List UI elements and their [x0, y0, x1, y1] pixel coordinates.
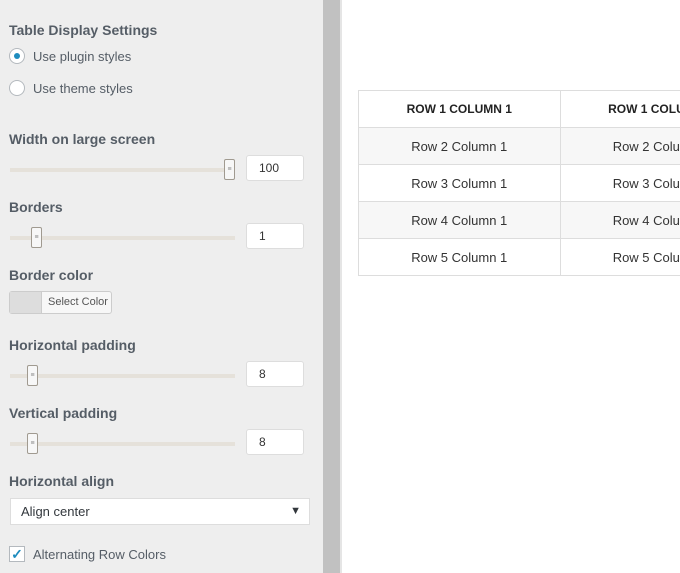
checkbox-label: Alternating Row Colors: [33, 546, 166, 562]
slider-handle[interactable]: ≡: [224, 159, 235, 180]
radio-label: Use plugin styles: [33, 48, 132, 64]
table-cell: Row 5 Column 2: [559, 238, 680, 276]
h-padding-slider[interactable]: ≡: [10, 365, 235, 386]
table-cell: ROW 1 COLUMN 2: [559, 90, 680, 128]
radio-label: Use theme styles: [33, 80, 133, 96]
h-padding-input[interactable]: 8: [246, 361, 304, 387]
borders-slider[interactable]: ≡: [10, 227, 235, 248]
borders-label: Borders: [9, 199, 63, 215]
divider: [340, 0, 342, 573]
width-slider[interactable]: ≡: [10, 159, 235, 180]
scrollbar[interactable]: [323, 0, 340, 573]
table-cell: Row 3 Column 2: [559, 164, 680, 202]
v-padding-label: Vertical padding: [9, 405, 118, 421]
width-label: Width on large screen: [9, 131, 156, 147]
table-cell: Row 4 Column 1: [358, 201, 561, 239]
slider-handle[interactable]: ≡: [27, 365, 38, 386]
select-color-button[interactable]: Select Color: [9, 291, 112, 314]
chevron-down-icon: ▼: [290, 505, 301, 517]
color-swatch: [10, 292, 42, 313]
select-color-label: Select Color: [48, 296, 108, 308]
table-cell: Row 5 Column 1: [358, 238, 561, 276]
slider-handle[interactable]: ≡: [31, 227, 42, 248]
width-input[interactable]: 100: [246, 155, 304, 181]
borders-input[interactable]: 1: [246, 223, 304, 249]
table-cell: Row 2 Column 2: [559, 127, 680, 165]
settings-title: Table Display Settings: [9, 22, 158, 38]
table-cell: Row 4 Column 2: [559, 201, 680, 239]
radio-plugin-styles[interactable]: Use plugin styles: [9, 48, 131, 64]
h-padding-label: Horizontal padding: [9, 337, 136, 353]
radio-icon: [9, 80, 25, 96]
table-cell: ROW 1 COLUMN 1: [358, 90, 561, 128]
checkmark-icon: ✓: [9, 546, 25, 562]
alternating-row-colors-checkbox[interactable]: ✓ Alternating Row Colors: [9, 546, 166, 562]
radio-selected-icon: [9, 48, 25, 64]
radio-theme-styles[interactable]: Use theme styles: [9, 80, 133, 96]
table-cell: Row 2 Column 1: [358, 127, 561, 165]
h-align-select[interactable]: Align center ▼: [10, 498, 310, 525]
border-color-label: Border color: [9, 267, 94, 283]
v-padding-slider[interactable]: ≡: [10, 433, 235, 454]
v-padding-input[interactable]: 8: [246, 429, 304, 455]
h-align-label: Horizontal align: [9, 473, 114, 489]
settings-sidebar: Table Display Settings Use plugin styles…: [0, 0, 323, 573]
slider-handle[interactable]: ≡: [27, 433, 38, 454]
table-cell: Row 3 Column 1: [358, 164, 561, 202]
h-align-value: Align center: [21, 504, 90, 519]
